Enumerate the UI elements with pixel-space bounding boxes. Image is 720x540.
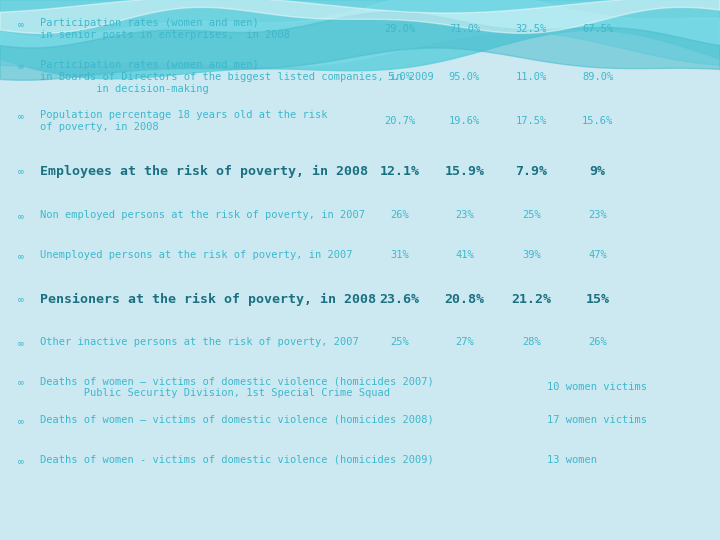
Text: 20.7%: 20.7% — [384, 116, 415, 126]
Text: Public Security Division, 1st Special Crime Squad: Public Security Division, 1st Special Cr… — [40, 388, 390, 398]
Text: 47%: 47% — [588, 250, 607, 260]
Text: 28%: 28% — [522, 337, 541, 347]
Text: 26%: 26% — [588, 337, 607, 347]
Text: 15%: 15% — [585, 293, 610, 306]
Text: 17 women victims: 17 women victims — [547, 415, 647, 425]
Text: Unemployed persons at the risk of poverty, in 2007: Unemployed persons at the risk of povert… — [40, 250, 352, 260]
Text: in Boards of Directors of the biggest listed companies, in 2009: in Boards of Directors of the biggest li… — [40, 72, 433, 82]
Text: Pensioners at the risk of poverty, in 2008: Pensioners at the risk of poverty, in 20… — [40, 293, 376, 306]
Text: in senior posts in enterprises,  in 2008: in senior posts in enterprises, in 2008 — [40, 30, 289, 40]
Text: 11.0%: 11.0% — [516, 72, 547, 82]
Text: 23%: 23% — [455, 210, 474, 220]
Text: Participation rates (women and men): Participation rates (women and men) — [40, 60, 258, 70]
Text: 29.0%: 29.0% — [384, 24, 415, 34]
Text: 26%: 26% — [390, 210, 409, 220]
Text: 15.9%: 15.9% — [444, 165, 485, 178]
Text: Deaths of women - victims of domestic violence (homicides 2009): Deaths of women - victims of domestic vi… — [40, 455, 433, 465]
Text: 13 women: 13 women — [547, 455, 597, 465]
Text: 31%: 31% — [390, 250, 409, 260]
Text: ∞: ∞ — [18, 378, 24, 388]
Text: ∞: ∞ — [18, 20, 24, 30]
Text: 67.5%: 67.5% — [582, 24, 613, 34]
Text: 25%: 25% — [522, 210, 541, 220]
Text: 32.5%: 32.5% — [516, 24, 547, 34]
Text: Deaths of women – victims of domestic violence (homicides 2008): Deaths of women – victims of domestic vi… — [40, 415, 433, 425]
Text: ∞: ∞ — [18, 457, 24, 467]
Text: 71.0%: 71.0% — [449, 24, 480, 34]
Text: 89.0%: 89.0% — [582, 72, 613, 82]
Text: Non employed persons at the risk of poverty, in 2007: Non employed persons at the risk of pove… — [40, 210, 364, 220]
Text: Population percentage 18 years old at the risk: Population percentage 18 years old at th… — [40, 110, 327, 120]
Text: Deaths of women – victims of domestic violence (homicides 2007): Deaths of women – victims of domestic vi… — [40, 376, 433, 386]
Text: ∞: ∞ — [18, 339, 24, 349]
Text: 17.5%: 17.5% — [516, 116, 547, 126]
Text: ∞: ∞ — [18, 417, 24, 427]
Text: Participation rates (women and men): Participation rates (women and men) — [40, 18, 258, 28]
Text: ∞: ∞ — [18, 212, 24, 222]
Text: 41%: 41% — [455, 250, 474, 260]
Text: 39%: 39% — [522, 250, 541, 260]
Text: 15.6%: 15.6% — [582, 116, 613, 126]
Text: ∞: ∞ — [18, 252, 24, 262]
Text: 21.2%: 21.2% — [511, 293, 552, 306]
Text: ∞: ∞ — [18, 295, 24, 305]
Text: of poverty, in 2008: of poverty, in 2008 — [40, 122, 158, 132]
Text: ∞: ∞ — [18, 112, 24, 122]
Text: 5.0%: 5.0% — [387, 72, 412, 82]
Text: ∞: ∞ — [18, 62, 24, 72]
Text: 9%: 9% — [590, 165, 606, 178]
Text: 7.9%: 7.9% — [516, 165, 547, 178]
Text: Employees at the risk of poverty, in 2008: Employees at the risk of poverty, in 200… — [40, 165, 368, 178]
Text: 10 women victims: 10 women victims — [547, 382, 647, 392]
Text: 27%: 27% — [455, 337, 474, 347]
Text: Other inactive persons at the risk of poverty, 2007: Other inactive persons at the risk of po… — [40, 337, 359, 347]
Text: 25%: 25% — [390, 337, 409, 347]
Text: 20.8%: 20.8% — [444, 293, 485, 306]
Text: in decision-making: in decision-making — [40, 84, 208, 94]
Text: 23%: 23% — [588, 210, 607, 220]
Text: 19.6%: 19.6% — [449, 116, 480, 126]
Text: 23.6%: 23.6% — [379, 293, 420, 306]
Text: ∞: ∞ — [18, 167, 24, 177]
Text: 12.1%: 12.1% — [379, 165, 420, 178]
Text: 95.0%: 95.0% — [449, 72, 480, 82]
